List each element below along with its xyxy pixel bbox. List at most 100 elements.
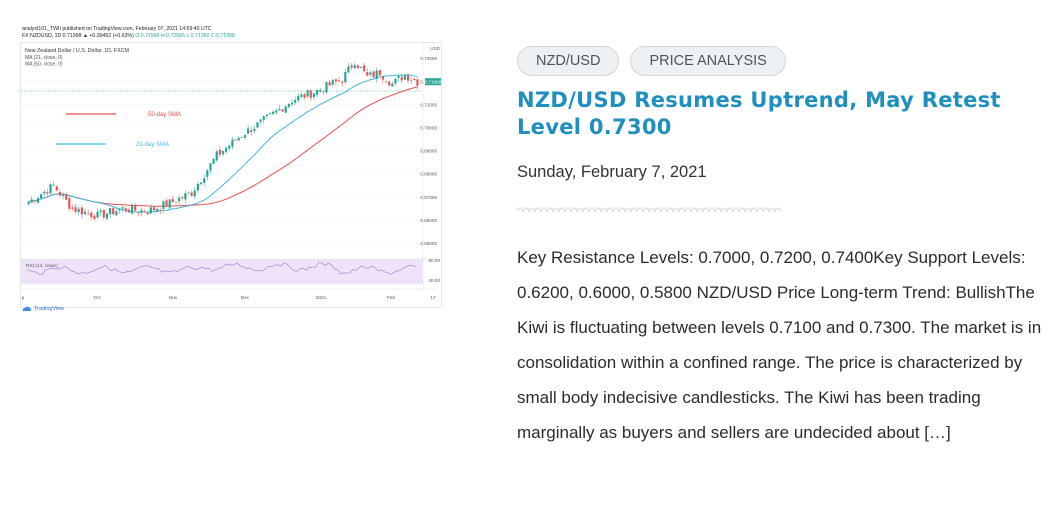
candle-body: [96, 211, 99, 218]
tag-list: NZD/USD PRICE ANALYSIS: [517, 46, 786, 76]
currency-label: USD: [430, 46, 440, 51]
y-tick-label: 0.66000: [420, 218, 437, 223]
candle-body: [109, 208, 112, 215]
candle-body: [52, 184, 55, 186]
candle-body: [363, 65, 366, 72]
candle-body: [243, 135, 247, 138]
y-tick-label: 0.67000: [420, 195, 437, 200]
y-tick-label: 0.70000: [420, 125, 437, 130]
tag-nzd-usd[interactable]: NZD/USD: [517, 46, 620, 76]
candle-body: [174, 202, 178, 204]
candle-body: [246, 128, 250, 134]
candle-body: [187, 192, 190, 194]
y-tick-label: 0.73000: [420, 56, 437, 61]
candle-body: [105, 213, 109, 219]
rsi-band: [21, 260, 423, 284]
tradingview-brand: TradingView: [34, 306, 65, 312]
candle-body: [369, 72, 372, 75]
candle-body: [215, 151, 218, 161]
candle-body: [90, 212, 93, 217]
candle-body: [400, 76, 403, 81]
candle-body: [253, 128, 256, 131]
candle-body: [265, 114, 269, 117]
candle-body: [80, 207, 83, 215]
candle-body: [177, 197, 181, 202]
y-tick-label: 0.71000: [420, 102, 437, 107]
candle-body: [328, 82, 331, 86]
article-date: Sunday, February 7, 2021: [517, 163, 707, 181]
candle-body: [278, 108, 281, 111]
candle-body: [171, 199, 174, 203]
candle-body: [294, 99, 297, 103]
candle-body: [406, 75, 410, 81]
candle-body: [196, 183, 200, 191]
candle-body: [137, 212, 140, 213]
price-axis: 0.730000.720000.710000.700000.690000.680…: [420, 43, 442, 289]
candle-body: [416, 79, 419, 86]
ma21-legend: MA (21, close, 0): [25, 55, 63, 61]
candle-body: [284, 106, 287, 113]
x-tick-label: Oct: [93, 295, 101, 301]
candles: [27, 62, 419, 221]
candle-body: [359, 67, 363, 69]
candle-body: [121, 207, 124, 209]
candle-body: [312, 93, 316, 98]
sma21-annotation: 21-day SMA: [136, 142, 169, 148]
candle-body: [322, 91, 325, 93]
candle-body: [43, 191, 46, 194]
candle-body: [83, 211, 87, 215]
candle-body: [40, 194, 43, 199]
x-tick-label: p: [22, 296, 25, 301]
candle-body: [181, 197, 184, 199]
candle-body: [237, 137, 240, 141]
candle-body: [206, 170, 209, 177]
candle-body: [344, 72, 347, 83]
time-axis: p Oct Nov Dec 2021 Feb 17: [22, 295, 436, 301]
chart-publish-info: analyst101_TWII published on TradingView…: [22, 26, 235, 39]
article-excerpt: Key Resistance Levels: 0.7000, 0.7200, 0…: [517, 248, 1042, 442]
candle-body: [300, 94, 303, 97]
candle-body: [394, 78, 397, 84]
candle-body: [115, 211, 118, 216]
candle-body: [250, 130, 253, 133]
candle-body: [77, 208, 80, 213]
candle-body: [375, 70, 378, 79]
candle-body: [306, 90, 309, 97]
candle-body: [143, 211, 146, 213]
candle-body: [272, 111, 275, 115]
chart-thumbnail[interactable]: analyst101_TWII published on TradingView…: [20, 22, 442, 318]
candle-body: [221, 150, 225, 155]
candle-body: [149, 207, 152, 214]
candle-body: [397, 76, 400, 78]
chart-symbol-info: FX:NZDUSD, 1D 0.71998 ▲ +0.00452 (+0.63%…: [22, 32, 136, 39]
candle-body: [366, 72, 369, 76]
candle-body: [30, 199, 33, 203]
candle-body: [218, 149, 221, 155]
x-tick-label: 2021: [316, 295, 327, 301]
candle-body: [156, 209, 159, 212]
pair-label: New Zealand Dollar / U.S. Dollar, 1D, FX…: [25, 48, 129, 54]
candle-body: [165, 200, 168, 207]
tradingview-logo: TradingView: [22, 306, 64, 312]
candle-body: [334, 79, 337, 82]
candle-body: [46, 192, 49, 194]
candle-body: [240, 137, 243, 138]
candle-body: [140, 210, 143, 213]
candle-body: [353, 65, 356, 69]
candle-body: [58, 191, 62, 196]
rsi-tick-40: 40.00: [429, 278, 441, 283]
candle-body: [36, 198, 40, 203]
candlestick-chart: 0.730000.720000.710000.700000.690000.680…: [21, 43, 442, 301]
candle-body: [212, 158, 215, 164]
candle-body: [325, 82, 328, 93]
candle-body: [378, 69, 381, 76]
chart-quote-line: FX:NZDUSD, 1D 0.71998 ▲ +0.00452 (+0.63%…: [22, 33, 235, 40]
candle-body: [290, 102, 294, 105]
article-title[interactable]: NZD/USD Resumes Uptrend, May Retest Leve…: [517, 88, 1001, 139]
rsi-tick-80: 80.00: [429, 258, 441, 263]
candle-body: [74, 207, 77, 213]
candle-body: [234, 139, 237, 141]
candle-body: [275, 110, 278, 113]
candle-body: [102, 209, 105, 218]
tag-price-analysis[interactable]: PRICE ANALYSIS: [630, 46, 786, 76]
